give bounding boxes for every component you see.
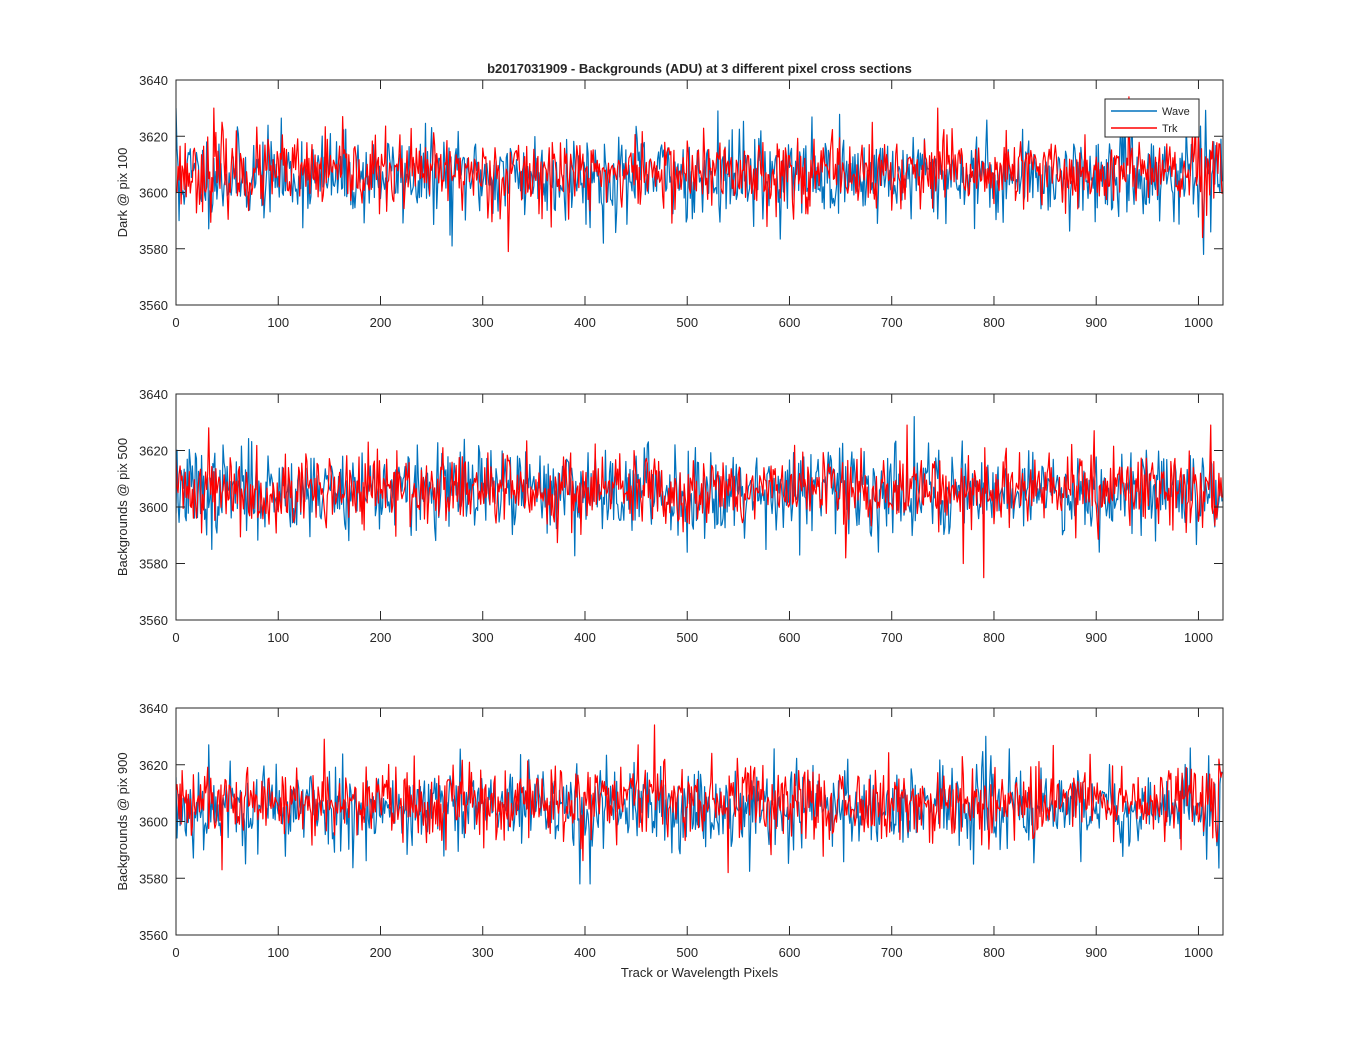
y-tick-label: 3620 [139,129,168,144]
x-tick-label: 700 [881,630,903,645]
series-line-trk [176,96,1223,253]
y-tick-label: 3640 [139,387,168,402]
x-tick-label: 400 [574,315,596,330]
x-tick-label: 800 [983,315,1005,330]
x-tick-label: 900 [1085,315,1107,330]
x-tick-label: 700 [881,315,903,330]
x-tick-label: 300 [472,945,494,960]
y-tick-label: 3560 [139,613,168,628]
x-tick-label: 100 [267,630,289,645]
x-tick-label: 200 [370,945,392,960]
x-tick-label: 1000 [1184,315,1213,330]
y-tick-label: 3600 [139,500,168,515]
y-tick-label: 3600 [139,186,168,201]
y-tick-label: 3620 [139,758,168,773]
y-tick-label: 3640 [139,73,168,88]
series-group [176,416,1223,579]
y-tick-label: 3560 [139,298,168,313]
x-tick-label: 100 [267,945,289,960]
x-tick-label: 600 [779,630,801,645]
x-tick-label: 700 [881,945,903,960]
y-tick-label: 3640 [139,701,168,716]
x-tick-label: 0 [172,945,179,960]
x-tick-label: 900 [1085,945,1107,960]
x-tick-label: 200 [370,315,392,330]
x-tick-label: 800 [983,630,1005,645]
y-tick-label: 3600 [139,815,168,830]
subplot-2: 0 100 200 300 400 500 600 700 800 900 1000 3560 3580… [115,387,1224,645]
x-tick-label: 0 [172,630,179,645]
y-tick-label: 3580 [139,871,168,886]
x-tick-label: 1000 [1184,945,1213,960]
series-group [176,724,1223,885]
y-axis-label: Dark @ pix 100 [115,148,130,238]
x-tick-label: 400 [574,630,596,645]
x-tick-label: 300 [472,315,494,330]
x-tick-label: 1000 [1184,630,1213,645]
y-tick-label: 3560 [139,928,168,943]
legend-label-wave: Wave [1162,106,1190,118]
x-tick-label: 600 [779,315,801,330]
x-tick-label: 600 [779,945,801,960]
series-group [176,96,1223,255]
series-line-trk [176,424,1223,579]
series-line-wave [176,735,1223,885]
x-tick-label: 500 [676,315,698,330]
y-axis-label: Backgrounds @ pix 500 [115,438,130,576]
x-tick-label: 200 [370,630,392,645]
x-tick-label: 500 [676,945,698,960]
chart-title: b2017031909 - Backgrounds (ADU) at 3 dif… [487,61,912,76]
y-axis-label: Backgrounds @ pix 900 [115,752,130,890]
x-tick-label: 0 [172,315,179,330]
x-tick-label: 900 [1085,630,1107,645]
x-tick-label: 100 [267,315,289,330]
y-tick-label: 3580 [139,242,168,257]
y-tick-label: 3620 [139,444,168,459]
x-axis-label: Track or Wavelength Pixels [621,965,779,980]
series-line-trk [176,724,1223,874]
x-tick-label: 300 [472,630,494,645]
x-tick-label: 500 [676,630,698,645]
x-tick-label: 800 [983,945,1005,960]
x-tick-label: 400 [574,945,596,960]
subplot-1: 0 100 200 300 400 500 600 700 800 900 1000 3560 3580… [115,61,1224,330]
series-line-wave [176,416,1223,557]
legend: Wave Trk [1104,98,1200,138]
subplot-3: 0 100 200 300 400 500 600 700 800 900 1000 3560 3580… [115,701,1224,980]
y-tick-label: 3580 [139,557,168,572]
legend-box [1104,98,1200,138]
legend-label-trk: Trk [1162,123,1178,135]
